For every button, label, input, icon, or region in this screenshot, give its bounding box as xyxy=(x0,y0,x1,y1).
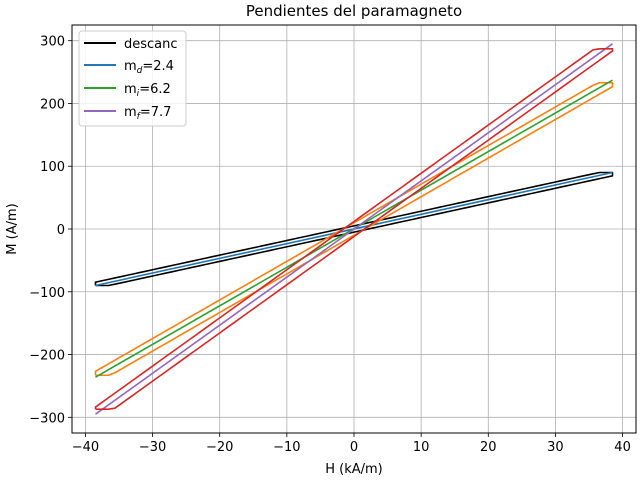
y-tick-label: −200 xyxy=(29,349,65,364)
x-tick-label: 20 xyxy=(480,440,497,455)
x-axis-label: H (kA/m) xyxy=(325,462,383,477)
x-tick-label: 0 xyxy=(350,440,358,455)
grid-lines xyxy=(72,25,636,433)
legend-label-mf: mf=7.7 xyxy=(124,105,171,122)
data-series xyxy=(94,43,614,415)
chart-title: Pendientes del paramagneto xyxy=(246,2,462,20)
x-tick-label: −30 xyxy=(139,440,166,455)
x-tick-label: 30 xyxy=(547,440,564,455)
legend-label-md: md=2.4 xyxy=(124,59,174,76)
y-axis-label: M (A/m) xyxy=(5,203,20,254)
legend-label-md-sub: d xyxy=(137,66,143,76)
legend-label-mf-sub: f xyxy=(137,112,142,122)
legend-box xyxy=(78,30,187,127)
x-tick-label: 40 xyxy=(614,440,631,455)
legend-label-mf-main: m xyxy=(124,105,137,120)
series-line-4 xyxy=(95,43,613,415)
series-line-2 xyxy=(94,81,614,377)
legend-label-mf-rest: =7.7 xyxy=(140,105,172,120)
legend-label-mi-rest: =6.2 xyxy=(139,82,171,97)
x-tick-label: −10 xyxy=(273,440,300,455)
x-tick-label: −20 xyxy=(206,440,233,455)
y-tick-label: −100 xyxy=(29,286,65,301)
y-tick-label: 0 xyxy=(57,223,65,238)
x-tick-label: −40 xyxy=(72,440,99,455)
x-tick-label: 10 xyxy=(413,440,430,455)
y-tick-label: 200 xyxy=(40,97,65,112)
legend-label-descanc: descanc xyxy=(124,37,178,52)
legend: descanc md=2.4 mi=6.2 mf=7.7 xyxy=(78,30,187,127)
legend-label-mi-sub: i xyxy=(137,89,140,99)
y-tick-label: 100 xyxy=(40,160,65,175)
y-tick-label: −300 xyxy=(29,411,65,426)
legend-label-md-main: m xyxy=(124,59,137,74)
legend-label-mi: mi=6.2 xyxy=(124,82,171,99)
series-line-5 xyxy=(94,48,614,410)
legend-label-md-rest: =2.4 xyxy=(142,59,174,74)
legend-label-mi-main: m xyxy=(124,82,137,97)
y-tick-label: 300 xyxy=(40,35,65,50)
axis-ticks: −40 −30 −20 −10 0 10 20 30 40−300−200−1000100200… xyxy=(29,35,631,455)
